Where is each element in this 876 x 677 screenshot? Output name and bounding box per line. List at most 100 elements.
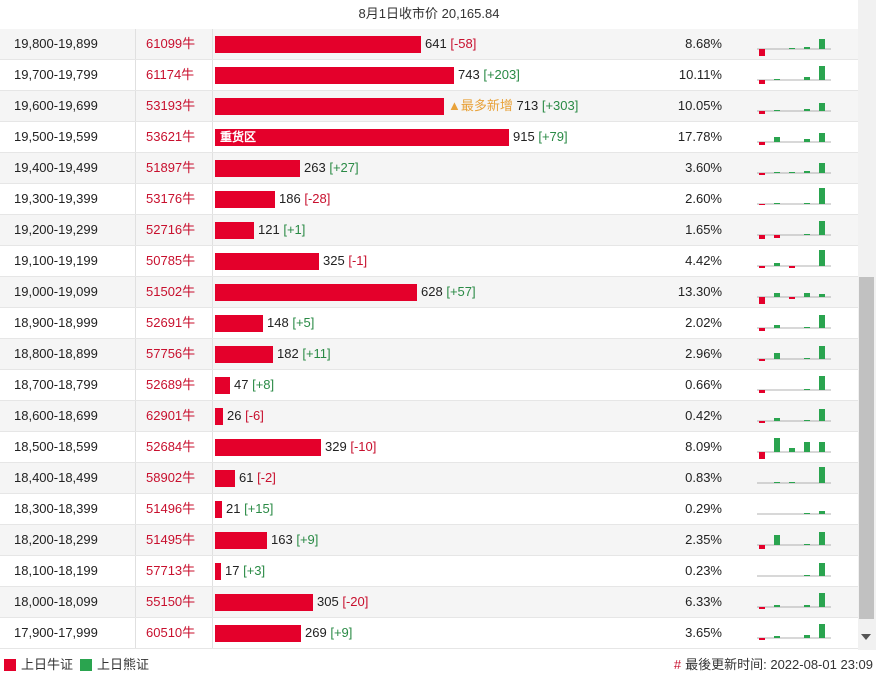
column-divider: [135, 246, 136, 276]
mini-bear-bar: [804, 513, 810, 514]
volume-value: 163: [271, 532, 293, 547]
volume-value: 121: [258, 222, 280, 237]
mini-bull-bar: [789, 297, 795, 299]
percentage: 8.09%: [685, 439, 722, 454]
mini-bull-bar: [759, 266, 765, 268]
volume-value: 915: [513, 129, 535, 144]
mini-bear-bar: [774, 438, 780, 452]
volume-change: [-10]: [350, 439, 377, 454]
bull-volume-bar: [215, 563, 221, 580]
mini-bear-bar: [774, 353, 780, 359]
mini-bull-bar: [759, 235, 765, 239]
bull-count-link[interactable]: 61099牛: [146, 36, 196, 51]
mini-bear-bar: [774, 203, 780, 204]
bull-count-link[interactable]: 52689牛: [146, 377, 196, 392]
bull-count-link[interactable]: 62901牛: [146, 408, 196, 423]
percentage: 2.35%: [685, 532, 722, 547]
history-mini-chart: [757, 188, 831, 205]
bull-count-link[interactable]: 52716牛: [146, 222, 196, 237]
scroll-down-arrow-icon[interactable]: [861, 634, 871, 640]
heavy-zone-label: 重货区: [220, 130, 257, 144]
mini-bear-bar: [804, 389, 810, 390]
mini-bull-bar: [759, 421, 765, 423]
column-divider: [212, 60, 213, 90]
scrollbar-thumb[interactable]: [859, 277, 874, 619]
legend-bull-label: 上日牛证: [21, 657, 74, 672]
volume-change: [+9]: [296, 532, 319, 547]
legend-bear-label: 上日熊证: [97, 657, 150, 672]
column-divider: [135, 432, 136, 462]
mini-bear-bar: [804, 544, 810, 545]
bull-count-link[interactable]: 53193牛: [146, 98, 196, 113]
mini-bear-bar: [804, 77, 810, 80]
mini-bear-bar: [819, 563, 825, 576]
history-mini-chart: [757, 250, 831, 268]
percentage: 6.33%: [685, 594, 722, 609]
bar-value: 269 [+9]: [305, 618, 352, 648]
mini-bear-bar: [819, 346, 825, 359]
bull-count-link[interactable]: 60510牛: [146, 625, 196, 640]
table-row: 18,500-18,599 52684牛 329 [-10] 8.09%: [0, 432, 858, 463]
mini-bear-bar: [789, 172, 795, 173]
price-range: 18,500-18,599: [14, 439, 98, 454]
history-mini-chart: [757, 624, 831, 640]
percentage: 0.29%: [685, 501, 722, 516]
bull-count-link[interactable]: 61174牛: [146, 67, 195, 82]
legend-bull: 上日牛证: [4, 658, 73, 671]
mini-bear-bar: [804, 109, 810, 111]
bar-value: 325 [-1]: [323, 246, 367, 276]
bull-count-link[interactable]: 51897牛: [146, 160, 196, 175]
bull-volume-bar: [215, 532, 267, 549]
volume-value: 148: [267, 315, 289, 330]
column-divider: [135, 370, 136, 400]
price-range: 19,400-19,499: [14, 160, 98, 175]
mini-bull-bar: [759, 173, 765, 175]
mini-bull-bar: [759, 142, 765, 145]
table-row: 18,200-18,299 51495牛 163 [+9] 2.35%: [0, 525, 858, 556]
mini-bear-bar: [819, 294, 825, 297]
bull-count-link[interactable]: 58902牛: [146, 470, 196, 485]
table-row: 18,000-18,099 55150牛 305 [-20] 6.33%: [0, 587, 858, 618]
mini-bear-bar: [819, 315, 825, 328]
bull-count-link[interactable]: 51502牛: [146, 284, 196, 299]
history-mini-chart: [757, 593, 831, 609]
bar-value: 628 [+57]: [421, 277, 476, 307]
mini-bear-bar: [804, 327, 810, 328]
bull-count-link[interactable]: 52691牛: [146, 315, 196, 330]
bar-value: 26 [-6]: [227, 401, 264, 431]
column-divider: [135, 122, 136, 152]
mini-bear-bar: [819, 188, 825, 204]
volume-change: [+1]: [283, 222, 306, 237]
history-mini-chart: [757, 511, 831, 515]
bull-count-link[interactable]: 55150牛: [146, 594, 196, 609]
bull-count-link[interactable]: 51495牛: [146, 532, 196, 547]
mini-bear-bar: [774, 172, 780, 173]
bull-volume-bar: [215, 408, 223, 425]
bull-count-link[interactable]: 53621牛: [146, 129, 196, 144]
volume-value: 47: [234, 377, 249, 392]
table-row: 18,100-18,199 57713牛 17 [+3] 0.23%: [0, 556, 858, 587]
bull-count-link[interactable]: 53176牛: [146, 191, 196, 206]
bull-volume-bar: [215, 191, 275, 208]
mini-bear-bar: [804, 293, 810, 297]
price-range: 19,300-19,399: [14, 191, 98, 206]
volume-value: 263: [304, 160, 326, 175]
bull-count-link[interactable]: 57713牛: [146, 563, 196, 578]
hash-icon: #: [673, 657, 682, 672]
history-mini-chart: [757, 39, 831, 56]
volume-change: [+5]: [292, 315, 315, 330]
percentage: 3.65%: [685, 625, 722, 640]
bar-value: 21 [+15]: [226, 494, 273, 524]
bull-count-link[interactable]: 57756牛: [146, 346, 196, 361]
column-divider: [135, 556, 136, 586]
bull-count-link[interactable]: 52684牛: [146, 439, 196, 454]
bull-count-link[interactable]: 51496牛: [146, 501, 196, 516]
bar-value: 641 [-58]: [425, 29, 476, 59]
bull-count-link[interactable]: 50785牛: [146, 253, 196, 268]
bull-volume-bar: [215, 36, 421, 53]
history-mini-chart: [757, 103, 831, 114]
volume-value: 17: [225, 563, 240, 578]
volume-value: 26: [227, 408, 242, 423]
mini-bear-bar: [804, 139, 810, 142]
most-added-annotation: ▲最多新增: [448, 98, 513, 113]
